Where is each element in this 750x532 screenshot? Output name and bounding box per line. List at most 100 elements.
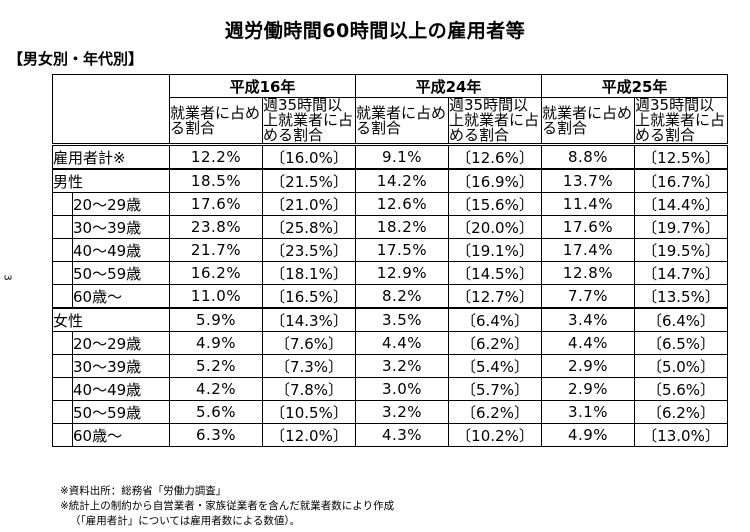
indent-cell: [52, 354, 73, 378]
share35-value: 〔13.5%〕: [634, 284, 728, 309]
share-value: 17.6%: [169, 192, 263, 216]
share-value: 5.9%: [169, 307, 263, 332]
share35-value: 〔6.5%〕: [634, 331, 728, 355]
share35-value: 〔7.3%〕: [262, 354, 356, 378]
table-row: 50～59歳 16.2% 〔18.1%〕 12.9% 〔14.5%〕 12.8% 〔14.7…: [52, 261, 728, 285]
col-header-share35: 週35時間以上就業者に占める割合: [634, 97, 728, 145]
table-row: 男性 18.5% 〔21.5%〕 14.2% 〔16.9%〕 13.7% 〔16.7%〕: [52, 168, 728, 193]
share-value: 3.5%: [355, 307, 449, 332]
row-label: 30～39歳: [72, 354, 170, 378]
share-value: 9.1%: [355, 143, 449, 170]
data-table: 平成16年 平成24年 平成25年 就業者に占める割合 週35時間以上就業者に占…: [52, 74, 728, 447]
share35-value: 〔6.2%〕: [448, 331, 542, 355]
share-value: 17.6%: [541, 215, 635, 239]
share-value: 16.2%: [169, 261, 263, 285]
footnote: ※統計上の制約から自営業者・家族従業者を含んだ就業者数により作成: [60, 500, 395, 512]
indent-cell: [52, 377, 73, 401]
share35-value: 〔7.8%〕: [262, 377, 356, 401]
share35-value: 〔12.5%〕: [634, 143, 728, 170]
share-value: 2.9%: [541, 354, 635, 378]
share35-value: 〔10.2%〕: [448, 423, 542, 447]
table-row: 20～29歳 4.9% 〔7.6%〕 4.4% 〔6.2%〕 4.4% 〔6.5%〕: [52, 331, 728, 355]
share35-value: 〔18.1%〕: [262, 261, 356, 285]
share-value: 12.9%: [355, 261, 449, 285]
share35-value: 〔16.7%〕: [634, 168, 728, 193]
share-value: 17.5%: [355, 238, 449, 262]
share-value: 21.7%: [169, 238, 263, 262]
share35-value: 〔19.1%〕: [448, 238, 542, 262]
table-row: 20～29歳 17.6% 〔21.0%〕 12.6% 〔15.6%〕 11.4% 〔14.4…: [52, 192, 728, 216]
table-row: 30～39歳 23.8% 〔25.8%〕 18.2% 〔20.0%〕 17.6% 〔19.7…: [52, 215, 728, 239]
col-header-share: 就業者に占める割合: [541, 97, 635, 145]
share35-value: 〔12.6%〕: [448, 143, 542, 170]
share35-value: 〔23.5%〕: [262, 238, 356, 262]
footnote: ※資料出所：総務省「労働力調査」: [60, 485, 227, 497]
share-value: 12.8%: [541, 261, 635, 285]
share35-value: 〔14.7%〕: [634, 261, 728, 285]
share35-value: 〔13.0%〕: [634, 423, 728, 447]
row-label: 40～49歳: [72, 377, 170, 401]
share-value: 3.4%: [541, 307, 635, 332]
table-row: 60歳～ 6.3% 〔12.0%〕 4.3% 〔10.2%〕 4.9% 〔13.0%〕: [52, 423, 728, 447]
table-row: 雇用者計※ 12.2% 〔16.0%〕 9.1% 〔12.6%〕 8.8% 〔12.5%〕: [52, 143, 728, 170]
row-label: 男性: [52, 168, 170, 193]
share35-value: 〔15.6%〕: [448, 192, 542, 216]
share35-value: 〔14.5%〕: [448, 261, 542, 285]
indent-cell: [52, 284, 73, 309]
share35-value: 〔21.5%〕: [262, 168, 356, 193]
table-row: 60歳～ 11.0% 〔16.5%〕 8.2% 〔12.7%〕 7.7% 〔13.5%〕: [52, 284, 728, 309]
col-header-share35: 週35時間以上就業者に占める割合: [448, 97, 542, 145]
share35-value: 〔10.5%〕: [262, 400, 356, 424]
share-value: 4.3%: [355, 423, 449, 447]
share-value: 11.4%: [541, 192, 635, 216]
share35-value: 〔25.8%〕: [262, 215, 356, 239]
share-value: 4.9%: [169, 331, 263, 355]
share-value: 3.2%: [355, 354, 449, 378]
share35-value: 〔16.9%〕: [448, 168, 542, 193]
indent-cell: [52, 400, 73, 424]
share-value: 12.2%: [169, 143, 263, 170]
share-value: 5.6%: [169, 400, 263, 424]
share35-value: 〔6.4%〕: [448, 307, 542, 332]
row-label: 60歳～: [72, 423, 170, 447]
share-value: 7.7%: [541, 284, 635, 309]
share35-value: 〔7.6%〕: [262, 331, 356, 355]
share-value: 8.8%: [541, 143, 635, 170]
footnotes: ※資料出所：総務省「労働力調査」 ※統計上の制約から自営業者・家族従業者を含んだ…: [60, 484, 394, 529]
share35-value: 〔16.5%〕: [262, 284, 356, 309]
indent-cell: [52, 261, 73, 285]
header-row-columns: 就業者に占める割合 週35時間以上就業者に占める割合 就業者に占める割合 週35…: [53, 97, 728, 145]
share-value: 3.0%: [355, 377, 449, 401]
row-label: 女性: [52, 307, 170, 332]
share-value: 2.9%: [541, 377, 635, 401]
share-value: 17.4%: [541, 238, 635, 262]
share-value: 12.6%: [355, 192, 449, 216]
indent-cell: [52, 423, 73, 447]
row-label: 20～29歳: [72, 331, 170, 355]
indent-cell: [52, 192, 73, 216]
header-row-periods: 平成16年 平成24年 平成25年: [52, 74, 728, 145]
share35-value: 〔16.0%〕: [262, 143, 356, 170]
col-header-share35: 週35時間以上就業者に占める割合: [262, 97, 356, 145]
row-label: 50～59歳: [72, 261, 170, 285]
share35-value: 〔14.3%〕: [262, 307, 356, 332]
row-label: 40～49歳: [72, 238, 170, 262]
page-title: 週労働時間60時間以上の雇用者等: [224, 20, 526, 42]
share35-value: 〔6.4%〕: [634, 307, 728, 332]
share-value: 8.2%: [355, 284, 449, 309]
share35-value: 〔12.0%〕: [262, 423, 356, 447]
share35-value: 〔12.7%〕: [448, 284, 542, 309]
period-header: 平成25年: [541, 74, 728, 98]
col-header-share: 就業者に占める割合: [355, 97, 449, 145]
footnote: （「雇用者計」については雇用者数による数値）。: [70, 515, 301, 527]
row-label: 20～29歳: [72, 192, 170, 216]
share35-value: 〔5.0%〕: [634, 354, 728, 378]
share-value: 13.7%: [541, 168, 635, 193]
share-value: 18.2%: [355, 215, 449, 239]
share35-value: 〔5.4%〕: [448, 354, 542, 378]
share-value: 4.9%: [541, 423, 635, 447]
table-row: 30～39歳 5.2% 〔7.3%〕 3.2% 〔5.4%〕 2.9% 〔5.0%〕: [52, 354, 728, 378]
share-value: 11.0%: [169, 284, 263, 309]
share35-value: 〔5.7%〕: [448, 377, 542, 401]
row-label: 30～39歳: [72, 215, 170, 239]
